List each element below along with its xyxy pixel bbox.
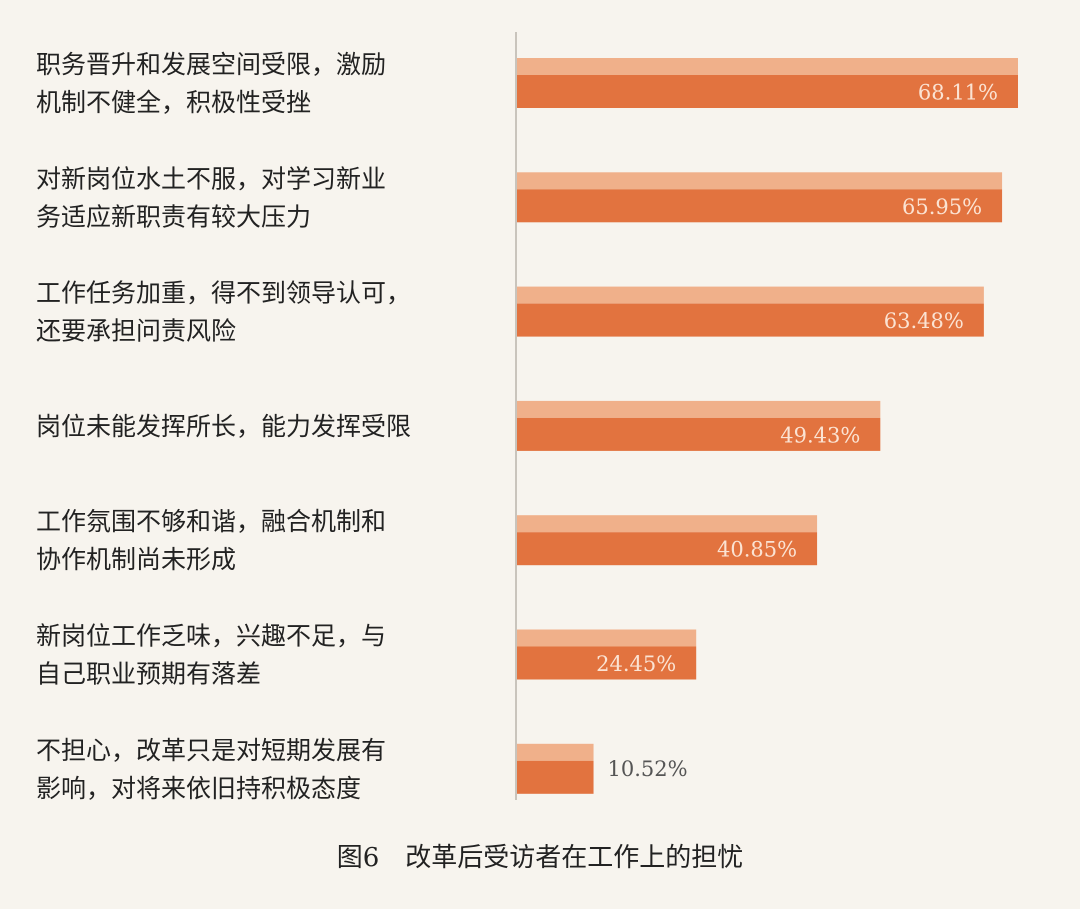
bar-3 bbox=[516, 303, 984, 337]
bar-light-1 bbox=[516, 58, 1018, 75]
value-label-6: 24.45% bbox=[596, 652, 676, 676]
bar-light-5 bbox=[516, 515, 818, 533]
chart-caption: 图6 改革后受访者在工作上的担忧 bbox=[337, 843, 744, 873]
category-label-7-line-2: 影响，对将来依旧持积极态度 bbox=[36, 774, 361, 803]
category-label-4: 岗位未能发挥所长，能力发挥受限 bbox=[36, 412, 411, 441]
value-label-4: 49.43% bbox=[780, 423, 860, 447]
category-label-5-line-1: 工作氛围不够和谐，融合机制和 bbox=[36, 507, 386, 536]
value-label-2: 65.95% bbox=[902, 195, 982, 219]
bar-light-4 bbox=[516, 400, 881, 418]
category-label-1-line-2: 机制不健全，积极性受挫 bbox=[36, 88, 311, 117]
bar-4 bbox=[516, 417, 881, 451]
bar-2 bbox=[516, 189, 1003, 223]
bars-layer: 68.11% 65.95% 63.48% 49.43% 40.85% 24.45% 10.5… bbox=[516, 58, 1018, 794]
bar-light-2 bbox=[516, 172, 1003, 190]
category-labels-layer: 职务晋升和发展空间受限，激励机制不健全，积极性受挫对新岗位水土不服，对学习新业务… bbox=[36, 50, 411, 803]
bar-light-6 bbox=[516, 629, 697, 647]
bar-6 bbox=[516, 646, 697, 680]
category-label-5-line-2: 协作机制尚未形成 bbox=[36, 545, 236, 574]
category-label-6-line-2: 自己职业预期有落差 bbox=[36, 660, 261, 689]
bar-1 bbox=[516, 75, 1018, 108]
value-label-1: 68.11% bbox=[918, 81, 998, 105]
category-label-2-line-1: 对新岗位水土不服，对学习新业 bbox=[36, 164, 386, 193]
category-label-1-line-1: 职务晋升和发展空间受限，激励 bbox=[36, 50, 386, 79]
bar-7 bbox=[516, 760, 594, 794]
bar-5 bbox=[516, 532, 818, 566]
bar-light-7 bbox=[516, 743, 594, 761]
category-label-3-line-2: 还要承担问责风险 bbox=[36, 317, 236, 346]
category-label-4-line-1: 岗位未能发挥所长，能力发挥受限 bbox=[36, 412, 411, 441]
category-label-7-line-1: 不担心，改革只是对短期发展有 bbox=[36, 736, 386, 765]
category-label-3: 工作任务加重，得不到领导认可， 还要承担问责风险 bbox=[36, 279, 411, 346]
category-label-3-line-1: 工作任务加重，得不到领导认可， bbox=[36, 279, 411, 308]
category-label-2-line-2: 务适应新职责有较大压力 bbox=[36, 202, 311, 231]
value-label-3: 63.48% bbox=[884, 309, 964, 333]
bar-light-3 bbox=[516, 286, 984, 304]
value-label-7: 10.52% bbox=[608, 757, 688, 781]
category-label-6-line-1: 新岗位工作乏味，兴趣不足，与 bbox=[36, 622, 386, 651]
value-label-5: 40.85% bbox=[717, 538, 797, 562]
